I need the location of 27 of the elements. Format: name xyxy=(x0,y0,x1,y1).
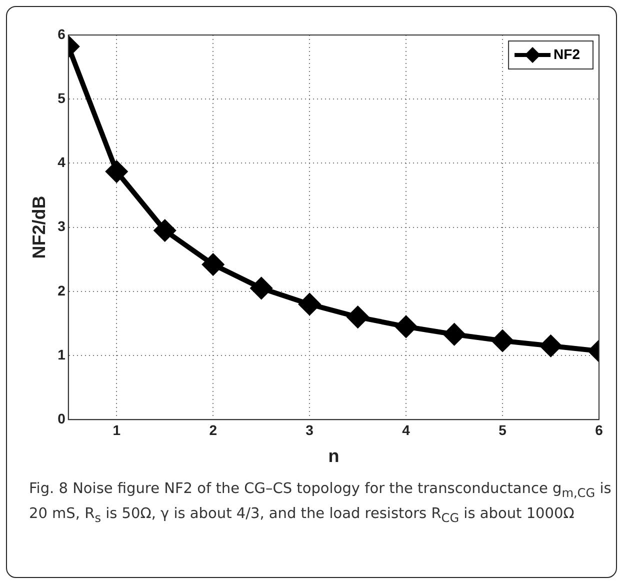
y-tick-label: 0 xyxy=(58,410,66,426)
x-tick-label: 5 xyxy=(498,422,507,438)
x-axis-title: n xyxy=(328,446,340,466)
point xyxy=(540,335,562,356)
point xyxy=(106,161,128,182)
y-tick-label: 4 xyxy=(58,154,66,170)
y-tick-label: 5 xyxy=(58,90,66,106)
point xyxy=(492,330,514,352)
point xyxy=(299,294,320,315)
x-tick-label: 1 xyxy=(112,422,121,438)
x-tick-label: 3 xyxy=(306,422,314,438)
text: Fig. 8 Noise figure NF2 of the CG–CS topology for the transconductance g$_{m,CG}$ is 20 mS, R$_{s}$ is 50Ω, γ is about 4/3, and the load resistors R$_{CG}$ is about 1000Ω xyxy=(29,481,612,525)
point xyxy=(444,324,465,345)
point xyxy=(250,278,272,299)
x-tick-label: 2 xyxy=(209,422,218,438)
point xyxy=(396,316,417,338)
y-axis-title: NF2/dB xyxy=(28,196,49,259)
y-tick-label: 1 xyxy=(58,346,66,362)
point xyxy=(202,254,224,275)
y-tick-label: 6 xyxy=(58,26,66,42)
x-tick-label: 6 xyxy=(595,422,604,438)
point xyxy=(347,306,368,328)
y-tick-label: 3 xyxy=(58,218,66,234)
point xyxy=(154,220,176,242)
x-tick-label: 4 xyxy=(402,422,410,438)
legend-label: NF2 xyxy=(554,46,580,62)
y-tick-label: 2 xyxy=(58,282,66,298)
